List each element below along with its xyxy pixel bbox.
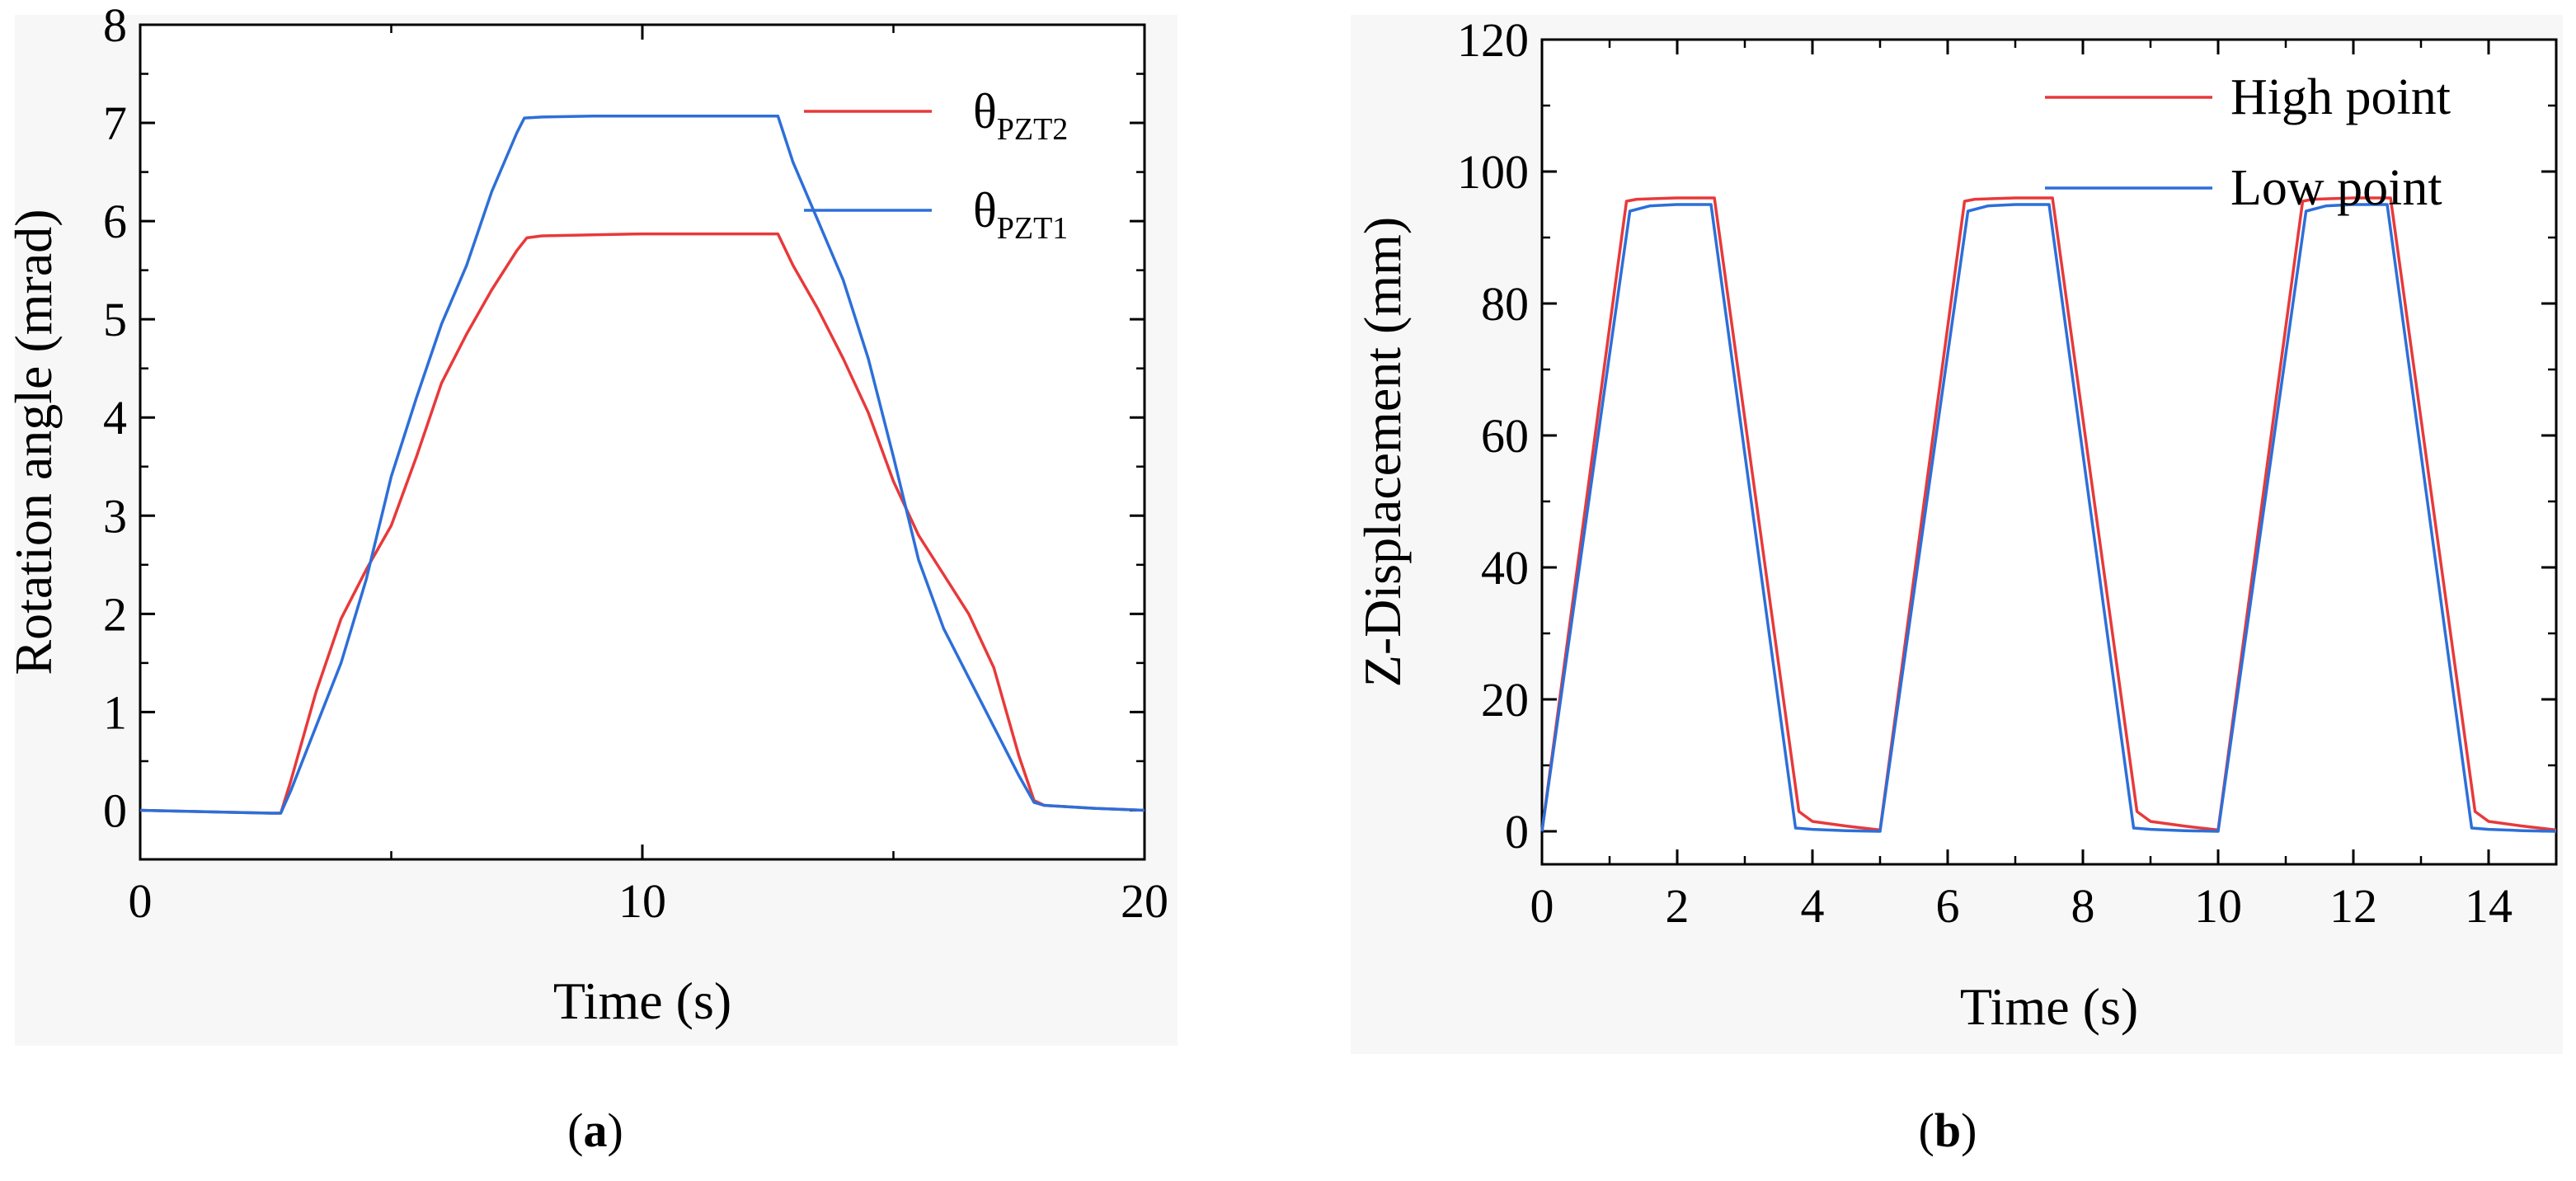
b-x-tick-label: 12 — [2329, 879, 2377, 933]
a-y-axis-label: Rotation angle (mrad) — [4, 209, 63, 675]
a-y-tick-label: 0 — [103, 783, 127, 837]
b-x-tick-label: 2 — [1666, 879, 1690, 933]
b-x-axis-label: Time (s) — [1960, 977, 2138, 1036]
a-series-lines — [139, 114, 1145, 815]
a-x-axis-ticks: 0 10 20 — [129, 25, 1168, 928]
b-y-tick-label: 80 — [1481, 277, 1529, 331]
b-y-tick-label: 60 — [1481, 409, 1529, 463]
a-y-tick-label: 6 — [103, 195, 127, 248]
a-x-tick-label: 10 — [618, 874, 666, 928]
caption-b-close: ) — [1961, 1103, 1977, 1157]
caption-b-open: ( — [1919, 1103, 1934, 1157]
a-series-line-1 — [139, 114, 1145, 815]
b-x-axis-ticks: 0 2 4 6 8 10 12 14 — [1530, 40, 2558, 933]
a-legend-main-0: θ — [973, 84, 997, 139]
b-x-tick-label: 6 — [1936, 879, 1960, 933]
b-legend: High point Low point — [2045, 69, 2451, 216]
a-y-tick-label: 2 — [103, 587, 127, 641]
a-y-tick-label: 4 — [103, 391, 127, 445]
panel-b: 0 20 40 60 80 100 120 0 2 4 6 8 10 12 14 High point Lo… — [1351, 13, 2563, 1054]
b-y-tick-label: 100 — [1457, 145, 1529, 199]
b-x-tick-label: 4 — [1801, 879, 1825, 933]
caption-a-close: ) — [608, 1103, 623, 1157]
b-y-tick-label: 120 — [1457, 13, 1529, 67]
a-legend-label-1: θPZT1 — [973, 183, 1068, 246]
b-legend-label-1: Low point — [2230, 160, 2442, 216]
plot-b-frame — [1540, 38, 2558, 866]
a-legend-sub-1: PZT1 — [997, 211, 1069, 246]
b-y-axis-label: Z-Displacement (mm) — [1353, 217, 1412, 687]
b-y-tick-label: 20 — [1481, 673, 1529, 727]
caption-b: (b) — [1919, 1103, 1977, 1157]
b-y-axis-ticks: 0 20 40 60 80 100 120 — [1457, 13, 2556, 859]
a-y-tick-label: 7 — [103, 96, 127, 150]
b-y-tick-label: 0 — [1505, 805, 1529, 859]
a-y-tick-label: 5 — [103, 293, 127, 346]
b-series-line-1 — [1540, 203, 2557, 833]
a-x-tick-label: 0 — [129, 874, 153, 928]
a-legend-sub-0: PZT2 — [997, 112, 1069, 147]
a-legend-label-0: θPZT2 — [973, 84, 1068, 147]
caption-a: (a) — [567, 1103, 623, 1157]
b-x-tick-label: 14 — [2465, 879, 2513, 933]
a-legend-main-1: θ — [973, 183, 997, 238]
caption-a-open: ( — [567, 1103, 583, 1157]
a-x-tick-label: 20 — [1121, 874, 1168, 928]
a-y-tick-label: 3 — [103, 489, 127, 543]
caption-a-letter: a — [584, 1103, 608, 1157]
plot-a-frame — [139, 23, 1146, 861]
b-series-line-0 — [1540, 196, 2557, 832]
b-x-tick-label: 0 — [1530, 879, 1554, 933]
b-y-tick-label: 40 — [1481, 541, 1529, 595]
a-y-tick-label: 1 — [103, 685, 127, 739]
a-y-tick-label: 8 — [103, 0, 127, 52]
b-x-tick-label: 10 — [2194, 879, 2242, 933]
b-x-tick-label: 8 — [2071, 879, 2095, 933]
caption-b-letter: b — [1934, 1103, 1961, 1157]
b-legend-main-1: Low point — [2230, 160, 2442, 216]
b-legend-label-0: High point — [2230, 69, 2451, 125]
b-legend-main-0: High point — [2230, 69, 2451, 125]
a-x-axis-label: Time (s) — [553, 972, 731, 1030]
a-series-line-0 — [139, 232, 1145, 815]
b-series-lines — [1540, 196, 2557, 833]
a-y-axis-ticks: 0 1 2 3 4 5 6 7 8 — [103, 0, 1145, 837]
